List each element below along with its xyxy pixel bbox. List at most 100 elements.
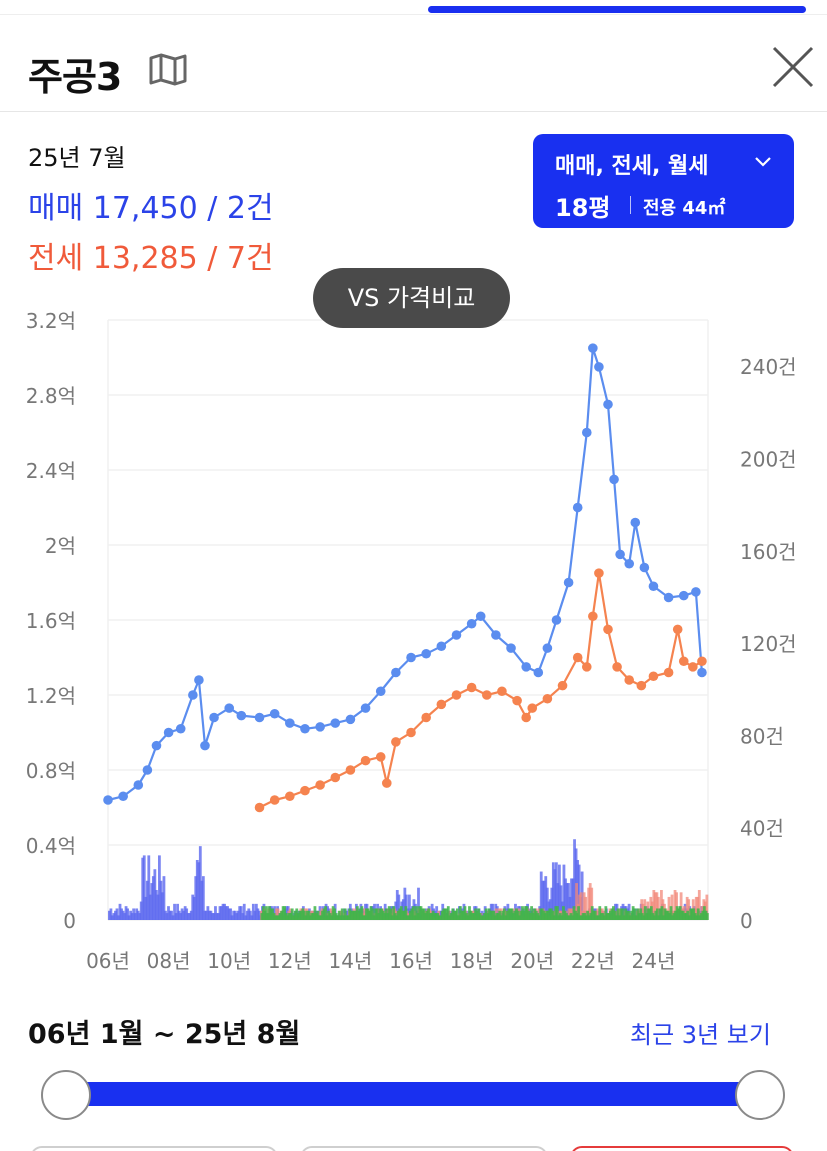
jeonse-price-point	[381, 778, 392, 788]
wolse-volume-bar	[375, 908, 379, 920]
jeonse-price-point	[254, 802, 265, 813]
range-end-handle[interactable]	[735, 1070, 785, 1120]
wolse-volume-bar	[374, 908, 377, 920]
wolse-volume-bar	[302, 910, 306, 920]
wolse-volume-bar	[459, 906, 462, 920]
sale-volume-bar	[206, 906, 210, 920]
jeonse-price-point	[603, 624, 613, 635]
range-start-handle[interactable]	[41, 1070, 91, 1120]
wolse-volume-bar	[316, 910, 320, 920]
panel-header: 주공3	[0, 20, 827, 112]
close-icon	[772, 46, 814, 88]
map-icon[interactable]	[148, 52, 188, 86]
jeonse-price-point	[421, 712, 431, 723]
sale-volume-bar	[141, 857, 145, 920]
wolse-volume-bar	[578, 915, 582, 920]
sale-price-point	[360, 703, 371, 713]
jeonse-price-point	[360, 755, 371, 766]
wolse-volume-bar	[655, 908, 659, 920]
wolse-volume-bar	[609, 910, 612, 920]
sale-volume-bar	[188, 913, 192, 920]
date-range-slider-track[interactable]	[66, 1082, 760, 1106]
filter-separator	[630, 196, 631, 214]
sale-volume-bar	[127, 915, 131, 920]
wolse-volume-bar	[572, 906, 576, 920]
x-tick-label: 16년	[389, 949, 433, 973]
wolse-volume-bar	[669, 906, 673, 920]
sale-price-point	[624, 558, 635, 569]
wolse-volume-bar	[278, 913, 282, 920]
wolse-volume-bar	[671, 915, 674, 920]
sale-volume-bar	[183, 906, 187, 920]
jeonse-price-point	[436, 699, 447, 710]
close-button[interactable]	[770, 44, 816, 90]
bottom-tab-button[interactable]	[30, 1146, 278, 1151]
wolse-volume-bar	[574, 910, 577, 920]
deal-type-filter-button[interactable]: 매매, 전세, 월세 18평 전용 44㎡	[533, 134, 794, 228]
wolse-volume-bar	[605, 913, 609, 920]
sale-volume-bar	[189, 910, 193, 920]
wolse-volume-bar	[401, 910, 405, 920]
sale-volume-bar	[573, 839, 576, 920]
wolse-volume-bar	[301, 908, 305, 920]
wolse-volume-bar	[342, 915, 346, 920]
filter-size: 18평	[555, 194, 611, 222]
wolse-volume-bar	[645, 913, 649, 920]
jeonse-price-line	[259, 572, 703, 809]
wolse-volume-bar	[448, 915, 452, 920]
sale-volume-bar	[153, 869, 157, 920]
sale-volume-bar	[545, 887, 549, 920]
wolse-volume-bar	[668, 913, 671, 920]
jeonse-price-point	[678, 656, 689, 667]
sale-price-point	[475, 611, 486, 622]
wolse-volume-bar	[599, 913, 603, 920]
sale-volume-bar	[112, 913, 116, 920]
jeonse-price-point	[481, 690, 492, 700]
wolse-volume-bar	[443, 908, 447, 920]
wolse-volume-bar	[562, 906, 565, 920]
wolse-volume-bar	[686, 910, 690, 920]
sale-volume-bar	[111, 915, 114, 920]
wolse-volume-bar	[496, 913, 500, 920]
wolse-volume-bar	[569, 913, 573, 920]
recent-3-years-button[interactable]: 최근 3년 보기	[630, 1021, 771, 1049]
wolse-volume-bar	[340, 908, 344, 920]
sale-price-point	[391, 667, 401, 678]
wolse-volume-bar	[451, 908, 455, 920]
sale-volume-bar	[542, 880, 546, 920]
wolse-volume-bar	[262, 906, 265, 920]
sale-volume-bar	[224, 906, 228, 920]
wolse-volume-bar	[565, 913, 568, 920]
wolse-volume-bar	[365, 908, 368, 920]
wolse-volume-bar	[446, 906, 450, 920]
sale-price-point	[133, 780, 144, 790]
sale-price-point	[315, 722, 325, 732]
wolse-volume-bar	[696, 908, 700, 920]
jeonse-price-point	[406, 727, 416, 738]
wolse-volume-bar	[437, 915, 441, 920]
bottom-tab-button[interactable]	[300, 1146, 548, 1151]
wolse-volume-bar	[683, 913, 687, 920]
wolse-volume-bar	[480, 915, 484, 920]
jeonse-price-point	[330, 772, 341, 783]
wolse-volume-bar	[390, 915, 394, 920]
summary-sale-price: 매매 17,450 / 2건	[28, 191, 274, 226]
sale-price-point	[406, 652, 416, 663]
sale-volume-bar	[142, 855, 146, 920]
sale-volume-bar	[229, 908, 233, 920]
wolse-volume-bar	[651, 913, 655, 920]
wolse-volume-bar	[389, 908, 393, 920]
wolse-volume-bar	[502, 908, 506, 920]
wolse-volume-bar	[616, 908, 620, 920]
sale-volume-bar	[126, 908, 129, 920]
wolse-volume-bar	[624, 908, 627, 920]
bottom-tab-button[interactable]	[570, 1146, 794, 1151]
wolse-volume-bar	[413, 915, 417, 920]
compare-price-button[interactable]: VS 가격비교	[313, 268, 510, 328]
sale-volume-bar	[570, 878, 573, 920]
wolse-volume-bar	[560, 915, 564, 920]
wolse-volume-bar	[322, 908, 326, 920]
wolse-volume-bar	[654, 910, 658, 920]
sale-volume-bar	[120, 908, 123, 920]
wolse-volume-bar	[615, 915, 618, 920]
